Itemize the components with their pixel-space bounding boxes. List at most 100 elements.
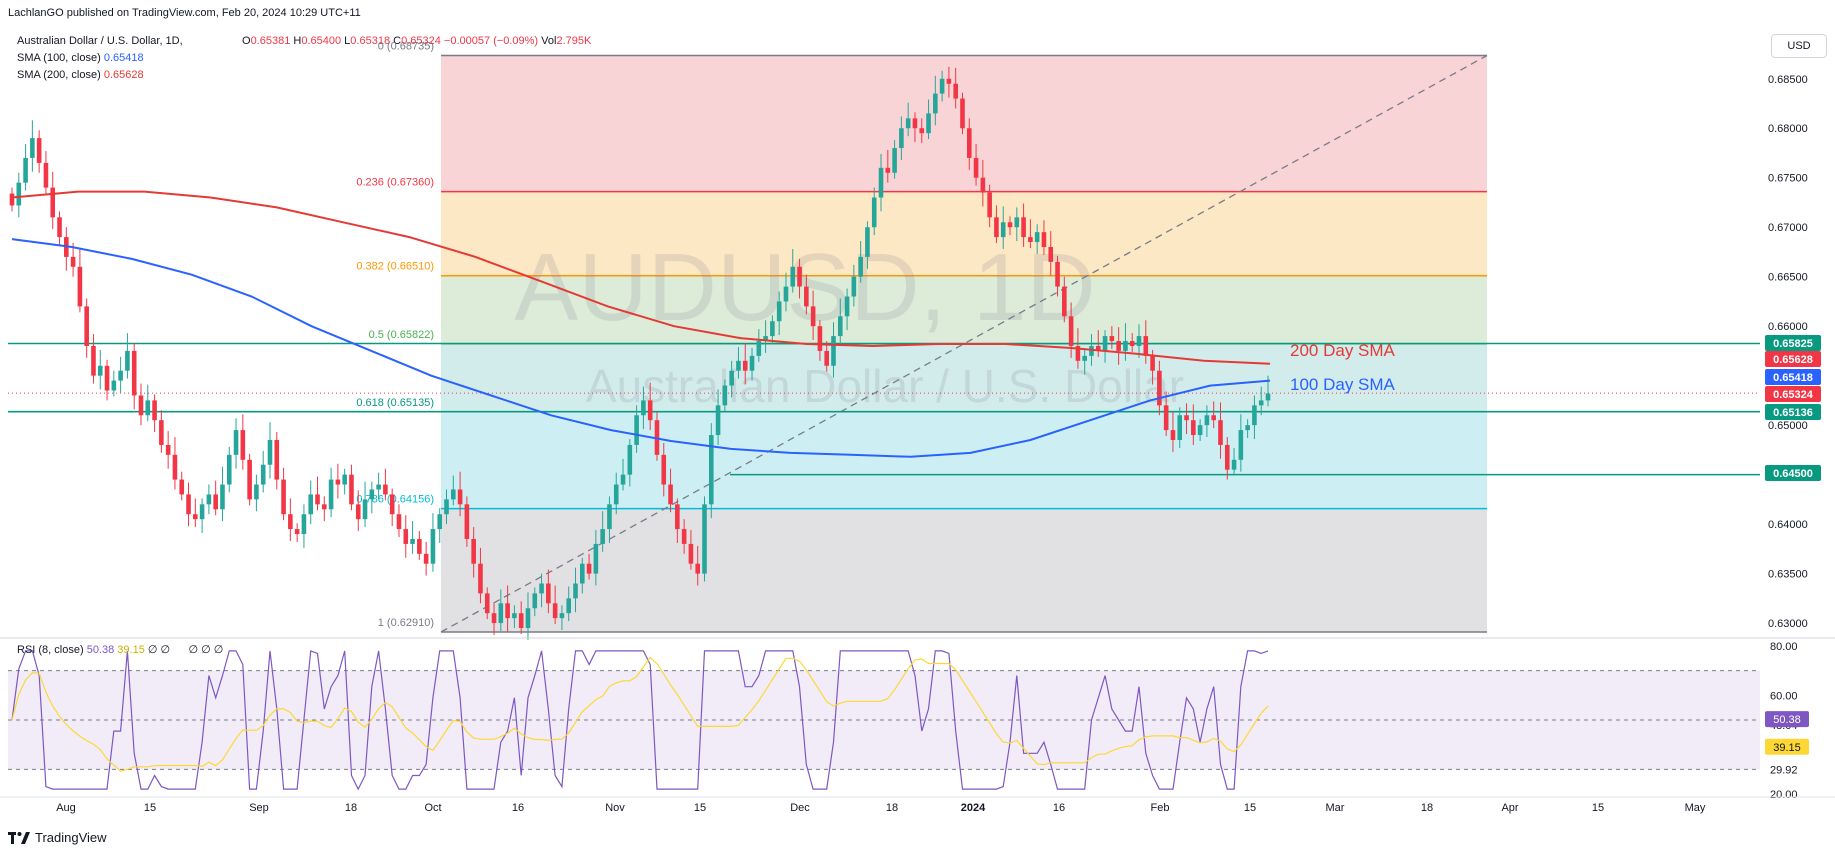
candle-body bbox=[851, 276, 857, 297]
candle-body bbox=[410, 538, 415, 544]
sma100-value: 0.65418 bbox=[103, 52, 144, 64]
price-tick-label: 0.65000 bbox=[1768, 420, 1808, 432]
candle-body bbox=[532, 593, 538, 609]
candle-body bbox=[111, 380, 117, 391]
candle-body bbox=[715, 405, 721, 436]
close-value: 0.65324 bbox=[401, 35, 441, 47]
rsi-band bbox=[8, 670, 1760, 770]
rsi-extra-4: ∅ bbox=[201, 644, 211, 656]
candle-body bbox=[1007, 222, 1013, 228]
candle-body bbox=[471, 538, 476, 564]
price-tick-label: 0.64000 bbox=[1768, 519, 1808, 531]
candle-body bbox=[152, 400, 157, 421]
candle-body bbox=[688, 543, 694, 564]
candle-body bbox=[267, 439, 273, 465]
candle-body bbox=[844, 296, 850, 317]
fib-label: 0 (0.68735) bbox=[378, 40, 434, 52]
price-tag bbox=[1765, 404, 1821, 420]
candle-body bbox=[675, 504, 680, 530]
fib-zone bbox=[441, 191, 1487, 276]
fib-label: 0.5 (0.65822) bbox=[369, 329, 434, 341]
candle-body bbox=[1021, 217, 1026, 238]
candle-body bbox=[539, 583, 544, 594]
candle-body bbox=[756, 341, 762, 356]
candle-body bbox=[464, 504, 470, 539]
watermark-name: Australian Dollar / U.S. Dollar bbox=[586, 360, 1184, 412]
candle-body bbox=[708, 435, 714, 505]
candle-body bbox=[878, 167, 884, 198]
time-tick-label: Apr bbox=[1501, 802, 1518, 814]
price-tag-label: 0.65136 bbox=[1773, 407, 1813, 419]
candle-body bbox=[1075, 345, 1081, 361]
candle-body bbox=[145, 400, 151, 416]
candle-body bbox=[36, 138, 42, 163]
candle-body bbox=[552, 603, 558, 619]
candle-body bbox=[613, 484, 619, 505]
candle-body bbox=[763, 336, 768, 342]
candle-body bbox=[702, 504, 707, 574]
candle-body bbox=[1028, 237, 1033, 243]
candle-body bbox=[1048, 247, 1054, 262]
candle-body bbox=[695, 563, 701, 574]
fib-zone bbox=[441, 275, 1487, 344]
time-tick-label: 18 bbox=[886, 802, 898, 814]
candle-body bbox=[430, 529, 436, 564]
candle-body bbox=[600, 529, 605, 544]
candle-body bbox=[444, 499, 449, 515]
candle-body bbox=[1129, 341, 1135, 346]
rsi-legend[interactable]: RSI (8, close) 50.38 39.15 ∅ ∅ ∅ ∅ ∅ bbox=[17, 643, 223, 656]
time-axis: Aug 15 Sep 18 Oct 16 Nov 15 Dec 18 2024 16 Feb 15 Mar 1… bbox=[0, 796, 1835, 814]
candle-body bbox=[1211, 415, 1216, 421]
price-tag bbox=[1765, 351, 1821, 367]
sma100-legend[interactable]: SMA (100, close) 0.65418 bbox=[17, 52, 144, 64]
candle-body bbox=[912, 118, 918, 129]
currency-button[interactable]: USD bbox=[1771, 34, 1827, 58]
rsi-tick-label: 60.00 bbox=[1770, 690, 1798, 702]
sma200-legend[interactable]: SMA (200, close) 0.65628 bbox=[17, 69, 144, 81]
candle-body bbox=[1062, 286, 1067, 317]
sma100-line bbox=[11, 238, 1271, 458]
candle-body bbox=[274, 439, 280, 480]
candle-body bbox=[349, 474, 354, 505]
time-tick-label: 18 bbox=[1421, 802, 1433, 814]
footer-brand[interactable]: TradingView bbox=[8, 830, 107, 845]
candle-body bbox=[159, 420, 164, 445]
candle-body bbox=[1014, 217, 1020, 228]
candle-body bbox=[179, 479, 185, 495]
rsi-label: RSI (8, close) bbox=[17, 644, 84, 656]
candle-body bbox=[546, 583, 551, 604]
rsi-tick-label: 80.00 bbox=[1770, 641, 1798, 653]
candle-body bbox=[491, 613, 497, 624]
candle-body bbox=[213, 494, 218, 510]
candle-body bbox=[919, 128, 925, 134]
time-tick-label: Oct bbox=[424, 802, 441, 814]
rsi-extra-5: ∅ bbox=[213, 644, 224, 656]
candle-body bbox=[776, 301, 782, 322]
candle-body bbox=[579, 563, 585, 584]
candle-body bbox=[172, 454, 178, 480]
candle-body bbox=[457, 489, 463, 505]
candle-body bbox=[362, 499, 368, 520]
rsi-tag-label: 50.38 bbox=[1773, 714, 1801, 726]
rsi-value: 50.38 bbox=[86, 644, 115, 656]
candle-body bbox=[804, 286, 809, 307]
fib-label: 0.382 (0.66510) bbox=[356, 261, 434, 273]
candle-body bbox=[260, 464, 266, 485]
candle-body bbox=[620, 474, 626, 485]
footer-brand-label: TradingView bbox=[35, 830, 107, 845]
price-tick-label: 0.68500 bbox=[1768, 74, 1808, 86]
candle-body bbox=[50, 187, 56, 218]
candle-body bbox=[973, 157, 979, 178]
candle-body bbox=[933, 93, 938, 114]
candle-body bbox=[729, 370, 734, 386]
candle-body bbox=[1245, 425, 1250, 431]
rsi-tag bbox=[1765, 711, 1809, 728]
price-tick-label: 0.63500 bbox=[1768, 569, 1808, 581]
time-tick-label: 15 bbox=[694, 802, 706, 814]
rsi-line bbox=[11, 650, 1269, 791]
candle-body bbox=[1184, 415, 1189, 421]
rsi-tick-label: 29.92 bbox=[1770, 765, 1798, 777]
candle-body bbox=[1177, 415, 1183, 440]
candle-body bbox=[1068, 316, 1074, 346]
